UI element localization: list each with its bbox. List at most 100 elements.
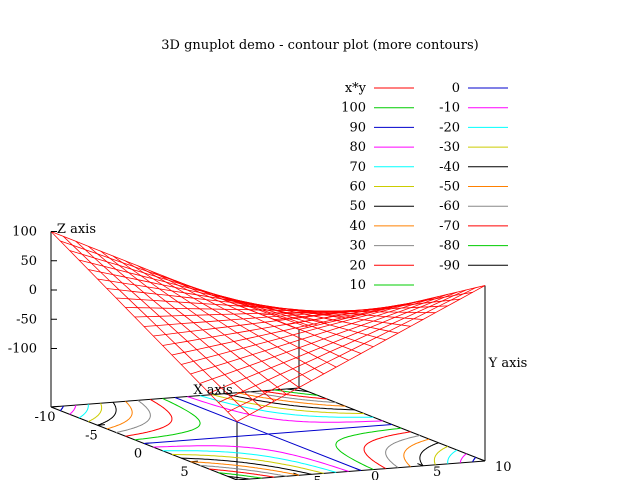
contour-line xyxy=(125,398,173,437)
mesh-line-y xyxy=(50,231,238,422)
legend-entry-label: -10 xyxy=(439,101,460,116)
x-tick-label: -10 xyxy=(35,410,56,425)
contour-lines xyxy=(59,388,477,480)
x-tick-label: 5 xyxy=(180,465,188,480)
y-tick-mark xyxy=(417,463,424,467)
y-tick-label: 10 xyxy=(495,460,512,475)
mesh-line-y xyxy=(286,291,473,325)
contour-line xyxy=(162,450,337,473)
contour-line xyxy=(174,397,362,471)
mesh-line-y xyxy=(274,298,461,321)
contour-line xyxy=(236,392,346,407)
legend: x*y1009080706050403020100-10-20-30-40-50… xyxy=(341,81,508,293)
contour-line xyxy=(106,400,133,430)
legend-entry-label: -80 xyxy=(439,239,460,254)
x-tick-label: -5 xyxy=(85,428,98,443)
contour-line xyxy=(171,453,324,474)
x-tick-mark xyxy=(50,405,59,408)
contour-line xyxy=(363,431,411,470)
legend-entry-label: 80 xyxy=(349,140,366,155)
x-axis-label: X axis xyxy=(193,383,232,398)
contour-line xyxy=(187,396,383,423)
y-tick-label: 5 xyxy=(433,465,441,480)
mesh-line-y xyxy=(125,260,312,382)
legend-entry-label: 20 xyxy=(349,258,366,273)
contour-line xyxy=(134,397,201,441)
mesh-line-y xyxy=(212,294,399,334)
legend-entry-label: 50 xyxy=(349,199,366,214)
mesh-line-y xyxy=(100,250,287,395)
mesh-line-y xyxy=(75,241,263,409)
contour-line xyxy=(78,404,89,419)
mesh-line-y xyxy=(87,245,275,402)
contour-line xyxy=(69,404,77,415)
contour-line xyxy=(97,402,117,426)
z-axis-ticks xyxy=(51,231,57,349)
mesh-line-y xyxy=(236,304,424,320)
contour-line xyxy=(274,389,318,396)
mesh-line-y xyxy=(224,299,411,327)
legend-entry-label: -20 xyxy=(439,120,460,135)
contour-line xyxy=(419,442,439,467)
legend-entry-label: -60 xyxy=(439,199,460,214)
contour-line xyxy=(153,445,349,472)
z-tick-labels: 100 50 0 -50 -100 xyxy=(8,225,37,357)
legend-entry-label: -50 xyxy=(439,180,460,195)
legend-entry-surface-label: x*y xyxy=(345,81,367,96)
contour-line xyxy=(87,402,103,423)
legend-entry-label: -40 xyxy=(439,160,460,175)
contour-line xyxy=(261,390,327,400)
legend-entry-label: 70 xyxy=(349,160,366,175)
legend-entry-label: 0 xyxy=(452,81,460,96)
y-axis-label: Y axis xyxy=(488,356,528,371)
contour-line xyxy=(447,449,458,464)
contour-line xyxy=(218,472,262,479)
legend-entry-label: 100 xyxy=(341,101,366,116)
y-tick-label: 0 xyxy=(371,470,379,480)
legend-entry-label: 90 xyxy=(349,120,366,135)
mesh-line-y xyxy=(63,236,250,415)
mesh-line-y xyxy=(112,255,300,388)
contour-line xyxy=(286,388,309,393)
contour-line xyxy=(199,464,287,477)
z-tick-label: 100 xyxy=(12,225,37,240)
mesh-line-y xyxy=(199,289,386,341)
contour-line xyxy=(459,453,467,464)
chart-title: 3D gnuplot demo - contour plot (more con… xyxy=(161,38,478,53)
contour-line xyxy=(403,438,430,468)
surface-mesh xyxy=(50,231,486,422)
base-frame xyxy=(50,231,486,480)
z-tick-label: -100 xyxy=(8,342,37,357)
contour-line xyxy=(224,393,355,411)
mesh-line-y xyxy=(162,275,349,361)
contour-line xyxy=(227,475,250,480)
contour-line xyxy=(199,395,374,418)
contour-line xyxy=(212,394,365,415)
legend-entry-label: 10 xyxy=(349,278,366,293)
contour-line xyxy=(181,457,312,475)
legend-entry-label: -90 xyxy=(439,258,460,273)
legend-entry-label: 60 xyxy=(349,180,366,195)
contour-line xyxy=(335,427,402,471)
y-tick-label: -5 xyxy=(309,474,322,480)
mesh-line-y xyxy=(150,270,337,368)
contour-line xyxy=(115,399,151,434)
contour-line xyxy=(385,434,421,469)
z-tick-label: 50 xyxy=(20,254,37,269)
z-tick-label: -50 xyxy=(16,312,37,327)
x-tick-label: 0 xyxy=(134,447,142,462)
mesh-line-y xyxy=(174,280,362,354)
z-axis-label: Z axis xyxy=(57,222,96,237)
contour-line xyxy=(190,461,300,476)
legend-entry-label: -70 xyxy=(439,219,460,234)
legend-entry-label: 30 xyxy=(349,239,366,254)
mesh-line-y xyxy=(298,285,486,330)
contour-line xyxy=(472,456,477,463)
contour-line xyxy=(433,445,449,466)
y-tick-mark xyxy=(479,458,486,462)
contour-line xyxy=(59,405,64,412)
z-tick-label: 0 xyxy=(29,283,37,298)
